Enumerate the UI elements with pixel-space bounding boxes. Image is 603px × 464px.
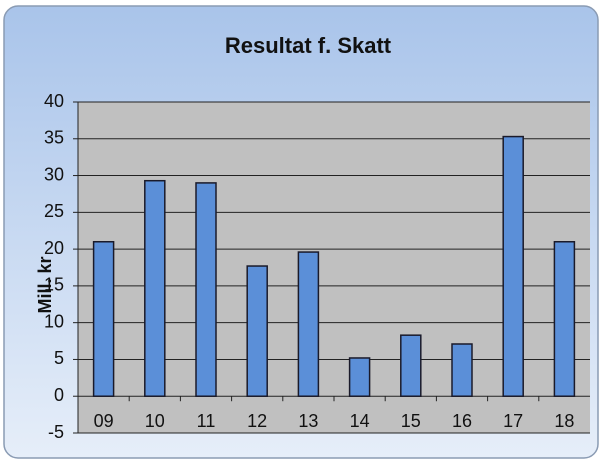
x-tick-label: 14 [350,411,370,431]
x-tick-label: 12 [247,411,267,431]
y-tick-label: 5 [54,348,64,368]
x-tick-label: 15 [401,411,421,431]
x-tick-label: 16 [452,411,472,431]
x-tick-label: 17 [503,411,523,431]
y-tick-label: 15 [44,275,64,295]
x-tick-label: 13 [298,411,318,431]
x-tick-label: 18 [554,411,574,431]
y-tick-label: 30 [44,164,64,184]
y-tick-label: 20 [44,238,64,258]
bar [297,251,320,397]
bar [144,179,166,397]
y-tick-label: 25 [44,201,64,221]
bar [195,182,217,397]
bar [348,357,371,397]
bar [246,265,268,397]
bar [451,343,473,397]
x-tick-label: 11 [197,411,216,431]
y-tick-label: 0 [54,385,64,405]
y-tick-label: 10 [44,311,64,331]
bar [553,241,576,397]
y-tick-label: 40 [44,91,64,111]
x-tick-label: 09 [94,411,114,431]
bar [92,241,115,397]
x-tick-label: 10 [145,411,165,431]
y-axis-label: Mill. kr [35,256,55,313]
y-tick-label: 35 [44,128,64,148]
bar [502,135,524,397]
y-tick-label: -5 [48,422,64,442]
bar [400,334,422,397]
chart-title: Resultat f. Skatt [225,33,392,58]
